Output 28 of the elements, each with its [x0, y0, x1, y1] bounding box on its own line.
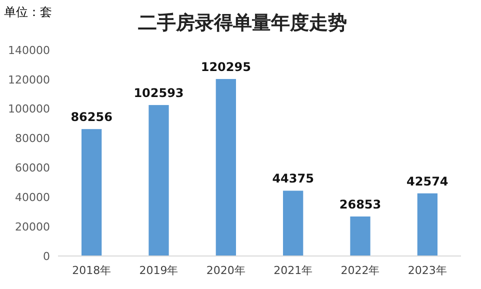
x-tick-label: 2019年 — [139, 264, 178, 277]
x-tick-label: 2023年 — [408, 264, 447, 277]
bar — [216, 78, 236, 256]
y-tick-label: 140000 — [8, 44, 50, 57]
x-tick-label: 2018年 — [72, 264, 112, 277]
y-tick-label: 100000 — [8, 102, 50, 116]
data-label: 26853 — [339, 197, 382, 212]
y-tick-label: 20000 — [15, 220, 50, 234]
y-tick-label: 60000 — [15, 162, 50, 175]
data-label: 102593 — [134, 86, 184, 100]
data-label: 86256 — [70, 110, 112, 124]
bar — [417, 193, 438, 256]
text: 单位：套 — [4, 5, 52, 19]
chart-title: 二手房录得单量年度走势 — [138, 12, 347, 34]
bar — [350, 216, 370, 256]
x-tick-label: 2021年 — [274, 264, 313, 277]
x-tick-label: 2022年 — [340, 264, 380, 277]
bar — [82, 129, 102, 256]
y-tick-label: 120000 — [8, 73, 50, 86]
y-tick-label: 40000 — [15, 190, 50, 204]
data-label: 42574 — [406, 174, 448, 188]
y-tick-label: 80000 — [15, 132, 50, 146]
y-tick-label: 0 — [43, 250, 50, 263]
data-label: 120295 — [200, 60, 251, 74]
x-tick-label: 2020年 — [206, 264, 246, 277]
bar — [283, 190, 304, 256]
data-label: 44375 — [272, 172, 314, 186]
bar — [148, 105, 169, 256]
